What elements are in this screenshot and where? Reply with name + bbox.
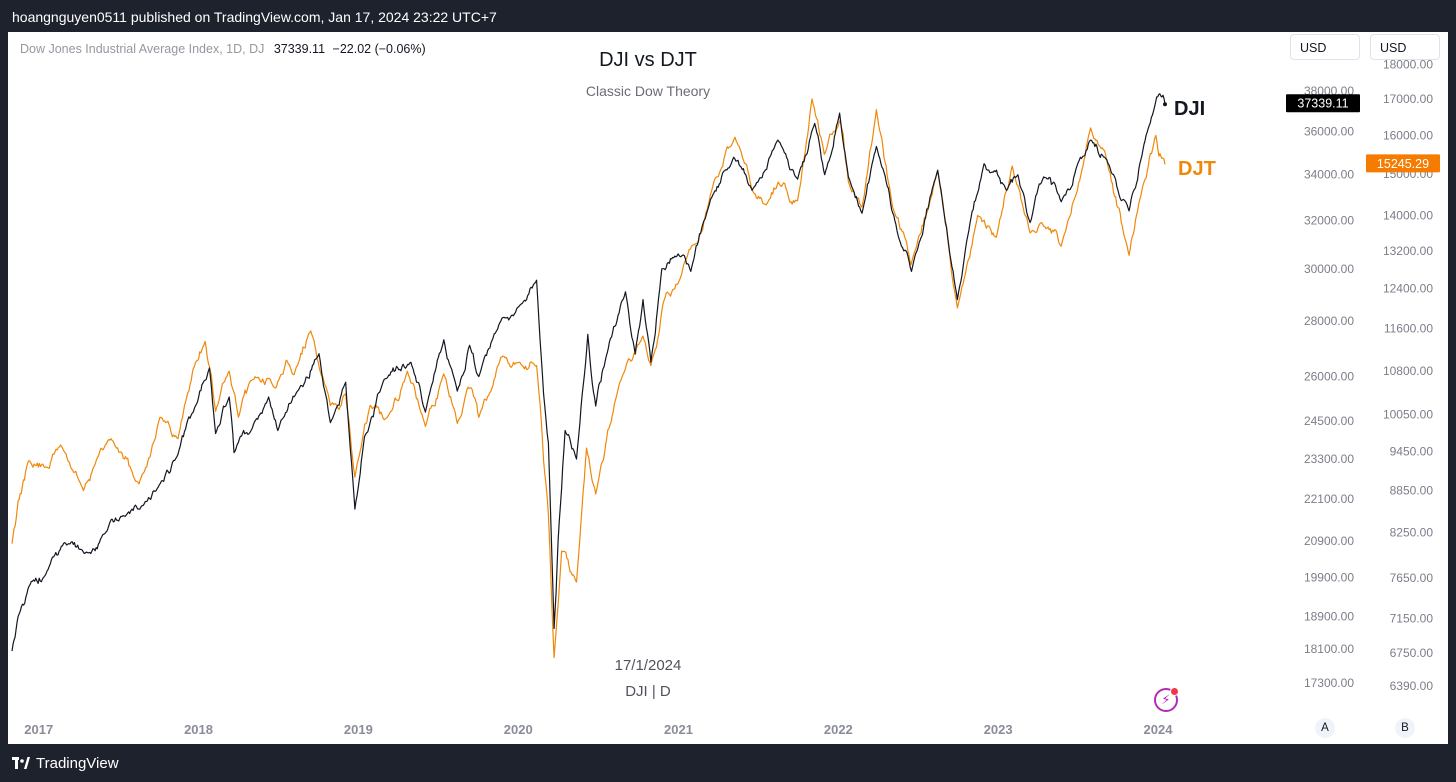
symbol-last-value: 37339.11 xyxy=(273,42,326,56)
right-axis-tick: 6390.00 xyxy=(1390,679,1434,693)
djt-last-value-label: 15245.29 xyxy=(1366,154,1440,173)
right-axis-tick: 6750.00 xyxy=(1390,646,1434,660)
right-axis-tick: 16000.00 xyxy=(1383,128,1433,142)
watermark-symbol: DJI | D xyxy=(625,683,671,700)
left-axis-tick: 30000.00 xyxy=(1304,262,1354,276)
time-axis-tick: 2022 xyxy=(824,722,853,737)
tradingview-brand[interactable]: TradingView xyxy=(36,755,119,772)
bottom-bar: TradingView xyxy=(0,744,1456,782)
svg-text:37339.11: 37339.11 xyxy=(1297,97,1348,111)
right-axis-tick: 8850.00 xyxy=(1390,484,1434,498)
publish-credit: hoangnguyen0511 published on TradingView… xyxy=(12,9,497,25)
chart-panel[interactable]: 17300.00 18100.00 18900.00 19900.00 20900.00… xyxy=(8,32,1448,744)
left-axis-tick: 24500.00 xyxy=(1304,414,1354,428)
series-label-djt: DJT xyxy=(1178,158,1216,180)
right-axis-tick: 14000.00 xyxy=(1383,208,1433,222)
symbol-info[interactable]: Dow Jones Industrial Average Index, 1D, … xyxy=(20,42,426,56)
right-axis-tick: 7150.00 xyxy=(1390,612,1434,626)
top-bar: hoangnguyen0511 published on TradingView… xyxy=(0,0,1456,32)
symbol-name: Dow Jones Industrial Average Index, 1D, … xyxy=(20,42,265,56)
time-axis-tick: 2021 xyxy=(664,722,693,737)
time-axis-tick: 2019 xyxy=(344,722,373,737)
left-axis-tick: 20900.00 xyxy=(1304,534,1354,548)
right-axis-tick: 12400.00 xyxy=(1383,281,1433,295)
left-axis-tick: 22100.00 xyxy=(1304,492,1354,506)
right-axis-tick: 17000.00 xyxy=(1383,92,1433,106)
svg-text:15245.29: 15245.29 xyxy=(1377,157,1429,171)
right-axis-tick: 10050.00 xyxy=(1383,407,1433,421)
lightning-icon[interactable]: ⚡ xyxy=(1154,687,1179,712)
left-axis-tick: 17300.00 xyxy=(1304,676,1354,690)
plot-area xyxy=(11,93,1167,659)
left-axis-tick: 36000.00 xyxy=(1304,125,1354,139)
chart-title-block: DJI vs DJT Classic Dow Theory xyxy=(508,49,788,99)
right-axis-tick: 11600.00 xyxy=(1384,321,1433,335)
right-axis-tick: 7650.00 xyxy=(1390,571,1434,585)
time-axis-tick: 2024 xyxy=(1144,722,1174,737)
currency-button-right[interactable]: USD xyxy=(1370,34,1440,60)
series-labels: DJI DJT xyxy=(1174,98,1216,180)
chart-canvas[interactable]: 17300.00 18100.00 18900.00 19900.00 20900.00… xyxy=(8,32,1448,744)
notification-dot xyxy=(1170,687,1179,696)
left-axis-tick: 18900.00 xyxy=(1304,609,1354,623)
left-axis-tick: 18100.00 xyxy=(1304,642,1354,656)
watermark-date: 17/1/2024 xyxy=(614,657,682,674)
right-price-axis[interactable]: 6390.00 6750.00 7150.00 7650.00 8250.00 8850.… xyxy=(1366,58,1440,693)
auto-scale-button[interactable]: A xyxy=(1315,718,1335,738)
right-axis-tick: 18000.00 xyxy=(1383,58,1433,72)
left-axis-tick: 26000.00 xyxy=(1304,370,1354,384)
dji-last-point xyxy=(1163,102,1167,107)
dji-last-value-label: 37339.11 xyxy=(1286,94,1360,113)
left-axis-tick: 34000.00 xyxy=(1304,168,1354,182)
series-label-dji: DJI xyxy=(1174,98,1205,120)
time-axis-tick: 2020 xyxy=(504,722,533,737)
currency-button-left[interactable]: USD xyxy=(1290,34,1360,60)
left-axis-tick: 28000.00 xyxy=(1304,314,1354,328)
right-axis-tick: 13200.00 xyxy=(1383,244,1433,258)
right-axis-tick: 9450.00 xyxy=(1390,444,1434,458)
time-axis[interactable]: 2017 2018 2019 2020 2021 2022 2023 2024 xyxy=(24,722,1173,737)
time-axis-tick: 2018 xyxy=(184,722,213,737)
series-line-dji[interactable] xyxy=(11,93,1166,652)
tradingview-logo-icon[interactable] xyxy=(12,757,30,769)
chart-title: DJI vs DJT xyxy=(599,49,697,71)
b-scale-button[interactable]: B xyxy=(1395,718,1415,738)
chart-subtitle: Classic Dow Theory xyxy=(585,83,711,99)
time-axis-tick: 2023 xyxy=(984,722,1013,737)
right-axis-tick: 8250.00 xyxy=(1390,526,1434,540)
time-axis-tick: 2017 xyxy=(24,722,53,737)
symbol-change: −22.02 (−0.06%) xyxy=(332,42,426,56)
left-price-axis[interactable]: 17300.00 18100.00 18900.00 19900.00 20900.00… xyxy=(1286,84,1360,690)
left-axis-tick: 23300.00 xyxy=(1304,452,1354,466)
right-axis-tick: 10800.00 xyxy=(1383,364,1433,378)
series-line-djt[interactable] xyxy=(11,98,1166,659)
left-axis-tick: 32000.00 xyxy=(1304,213,1354,227)
left-axis-tick: 19900.00 xyxy=(1304,571,1354,585)
